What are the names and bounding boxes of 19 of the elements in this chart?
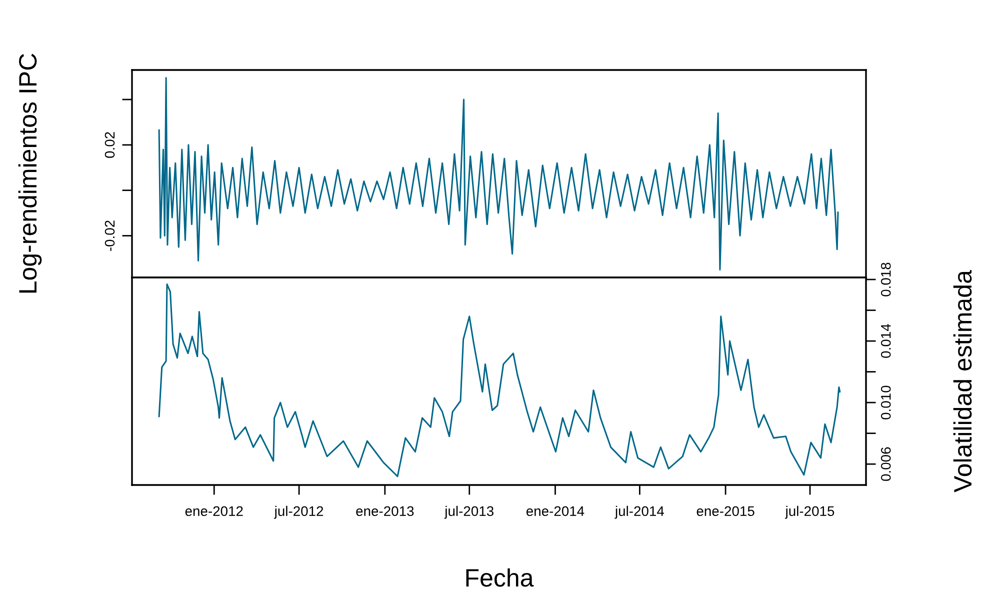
y-tick-label: 0.02 [104, 132, 115, 158]
x-tick-label: jul-2014 [614, 506, 664, 519]
y-axis-title: Log-rendimientos IPC [18, 54, 42, 293]
line-series [158, 283, 841, 478]
x-tick-label: ene-2012 [185, 506, 243, 516]
x-tick-label: jul-2012 [274, 506, 324, 519]
line-series [158, 76, 839, 271]
x-tick-label: jul-2015 [784, 506, 834, 519]
y-tick-label: -0.02 [104, 220, 115, 251]
y2-tick-label: 0.010 [880, 386, 891, 420]
x-tick-label: ene-2013 [356, 506, 414, 516]
y2-tick-label: 0.006 [880, 447, 891, 481]
x-tick-label: jul-2013 [444, 506, 494, 519]
y2-tick-label: 0.018 [880, 262, 891, 296]
x-axis-title: Fecha [466, 568, 534, 587]
x-tick-label: ene-2014 [526, 506, 584, 516]
x-tick-label: ene-2015 [696, 506, 754, 516]
y2-tick-label: 0.014 [880, 324, 891, 358]
y2-axis-title: Volatilidad estimada [953, 270, 972, 492]
